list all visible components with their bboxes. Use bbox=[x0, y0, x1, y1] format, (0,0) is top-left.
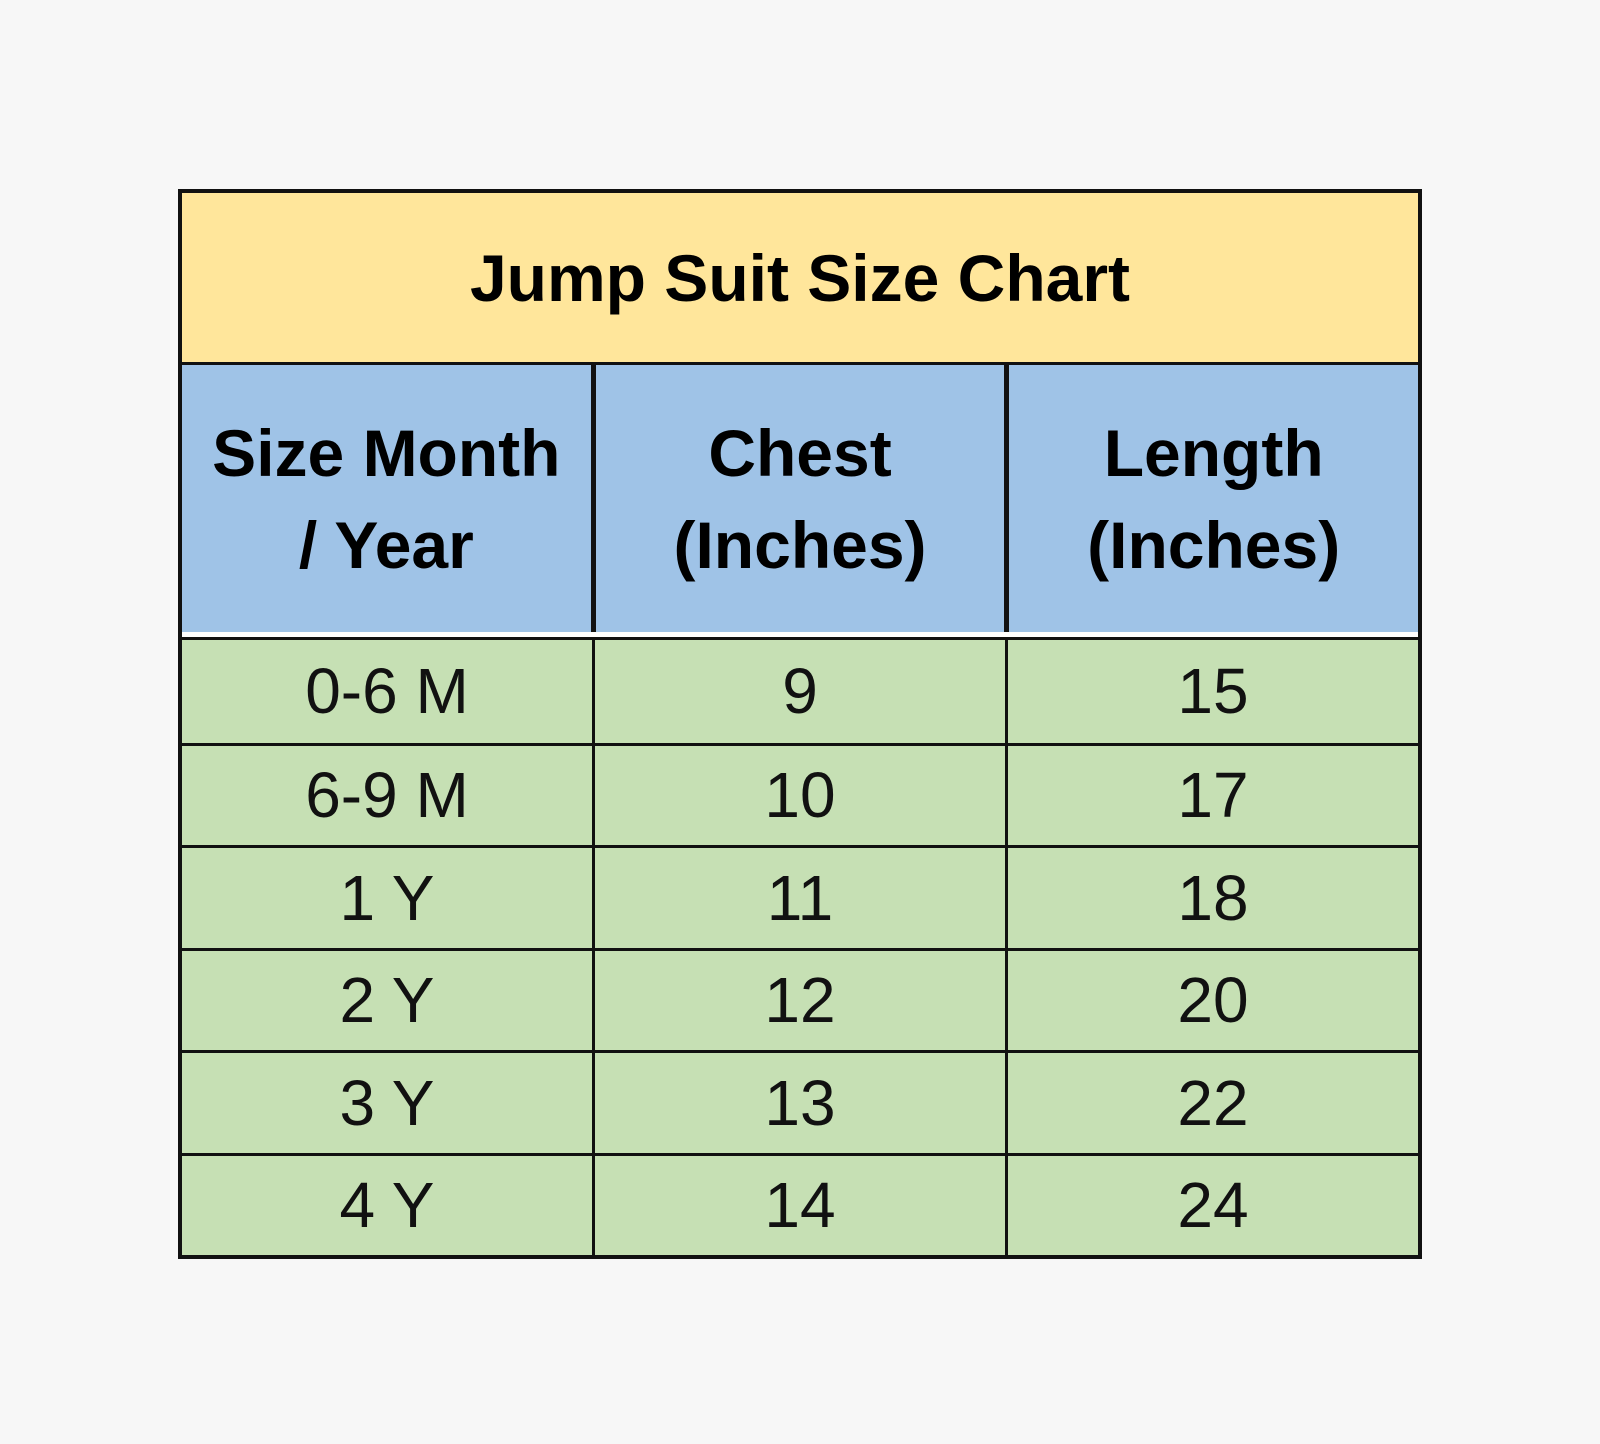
table-row: 6-9 M 10 17 bbox=[182, 742, 1418, 845]
cell-chest: 10 bbox=[592, 745, 1005, 845]
cell-length: 18 bbox=[1005, 848, 1418, 948]
header-separator bbox=[182, 632, 1418, 640]
header-size: Size Month / Year bbox=[182, 365, 591, 632]
table-body: 0-6 M 9 15 6-9 M 10 17 1 Y 11 18 2 Y 12 20 3 Y 13 22 4 … bbox=[182, 640, 1418, 1255]
cell-length: 15 bbox=[1005, 640, 1418, 743]
cell-chest: 12 bbox=[592, 950, 1005, 1050]
header-chest: Chest (Inches) bbox=[590, 365, 1005, 632]
table-row: 4 Y 14 24 bbox=[182, 1152, 1418, 1255]
cell-chest: 13 bbox=[592, 1053, 1005, 1153]
table-title: Jump Suit Size Chart bbox=[182, 193, 1418, 365]
cell-length: 22 bbox=[1005, 1053, 1418, 1153]
cell-length: 20 bbox=[1005, 950, 1418, 1050]
table-row: 1 Y 11 18 bbox=[182, 845, 1418, 948]
cell-chest: 14 bbox=[592, 1155, 1005, 1255]
header-length: Length (Inches) bbox=[1004, 365, 1419, 632]
cell-size: 4 Y bbox=[182, 1155, 592, 1255]
cell-length: 17 bbox=[1005, 745, 1418, 845]
cell-size: 3 Y bbox=[182, 1053, 592, 1153]
cell-size: 2 Y bbox=[182, 950, 592, 1050]
cell-size: 6-9 M bbox=[182, 745, 592, 845]
cell-chest: 9 bbox=[592, 640, 1005, 743]
table-row: 0-6 M 9 15 bbox=[182, 640, 1418, 743]
cell-chest: 11 bbox=[592, 848, 1005, 948]
table-row: 2 Y 12 20 bbox=[182, 947, 1418, 1050]
cell-size: 0-6 M bbox=[182, 640, 592, 743]
size-chart-table: Jump Suit Size Chart Size Month / Year C… bbox=[178, 189, 1422, 1259]
table-row: 3 Y 13 22 bbox=[182, 1050, 1418, 1153]
cell-size: 1 Y bbox=[182, 848, 592, 948]
cell-length: 24 bbox=[1005, 1155, 1418, 1255]
header-row: Size Month / Year Chest (Inches) Length … bbox=[182, 365, 1419, 632]
